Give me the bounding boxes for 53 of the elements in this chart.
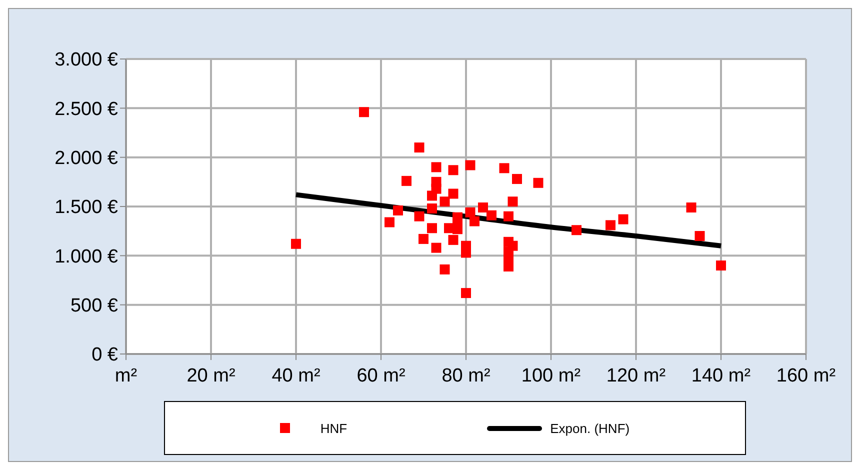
legend-label: HNF xyxy=(320,420,348,436)
point xyxy=(414,142,424,152)
point xyxy=(402,176,412,186)
point xyxy=(448,165,458,176)
x-tick-label: 40 m² xyxy=(272,365,320,386)
point xyxy=(427,223,437,234)
point xyxy=(504,211,514,222)
point xyxy=(716,260,726,270)
x-tick-label: 80 m² xyxy=(442,365,490,386)
x-tick-label: m² xyxy=(114,365,138,386)
y-tick-label: 2.000 € xyxy=(54,148,118,170)
point xyxy=(512,174,522,184)
point xyxy=(431,242,442,253)
point xyxy=(470,216,480,226)
point xyxy=(359,107,369,118)
y-tick-label: 2.500 € xyxy=(54,98,118,120)
x-tick-label: 100 m² xyxy=(521,365,581,386)
point xyxy=(572,225,582,236)
point xyxy=(384,217,394,228)
point xyxy=(686,202,696,212)
point xyxy=(448,188,458,199)
point xyxy=(431,162,442,172)
point xyxy=(694,231,705,241)
point xyxy=(465,207,476,218)
x-tick-label: 120 m² xyxy=(606,365,666,386)
x-tick-label: 140 m² xyxy=(691,365,751,386)
y-tick-label: 3.000 € xyxy=(54,50,118,71)
legend-label: Expon. (HNF) xyxy=(550,420,630,436)
point xyxy=(465,160,476,170)
y-tick-label: 500 € xyxy=(70,296,118,317)
y-tick-label: 1.500 € xyxy=(54,197,118,218)
x-tick-label: 60 m² xyxy=(356,365,406,386)
point xyxy=(478,202,488,212)
point xyxy=(440,264,450,274)
point xyxy=(414,211,424,222)
point xyxy=(393,205,403,216)
point xyxy=(618,214,628,224)
point xyxy=(461,288,471,298)
point xyxy=(448,234,458,245)
point xyxy=(486,210,496,220)
x-tick-label: 20 m² xyxy=(186,365,236,386)
point xyxy=(418,234,428,244)
point xyxy=(427,190,437,201)
point xyxy=(427,203,437,214)
point xyxy=(499,163,510,174)
point xyxy=(440,196,450,207)
y-tick-label: 1.000 € xyxy=(54,246,118,268)
point xyxy=(606,220,616,230)
x-tick-label: 160 m² xyxy=(776,365,836,386)
point xyxy=(291,238,301,249)
point xyxy=(508,196,518,207)
y-tick-label: 0 € xyxy=(92,344,118,366)
point xyxy=(533,178,544,188)
